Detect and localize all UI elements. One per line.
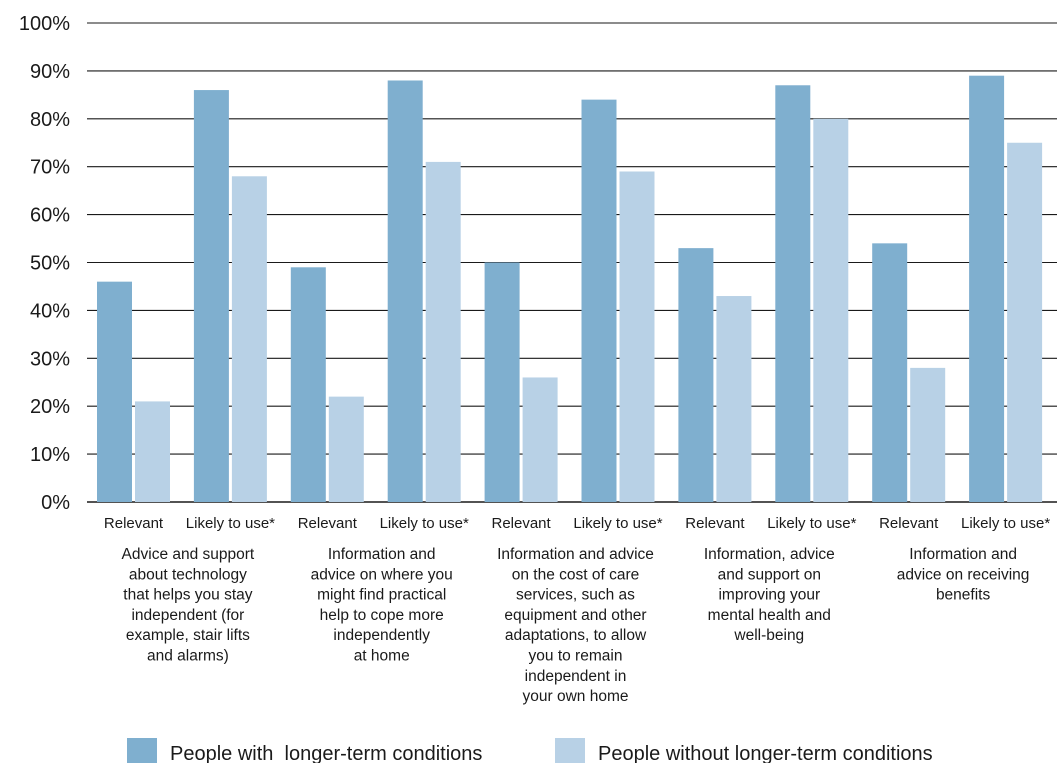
group-label-line: example, stair lifts	[126, 627, 250, 644]
group-label-line: Information and advice	[497, 546, 654, 563]
legend-swatch-without-conditions	[555, 738, 585, 763]
bar-with-conditions	[484, 262, 520, 502]
bar-without-conditions	[522, 377, 558, 502]
bar-without-conditions	[716, 296, 752, 502]
y-tick-label: 40%	[30, 300, 70, 322]
subcategory-label: Likely to use*	[573, 515, 662, 532]
group-label-line: your own home	[523, 688, 629, 705]
y-tick-label: 0%	[41, 492, 70, 514]
group-labels: Advice and support about technology that h…	[122, 546, 1030, 705]
group-label-line: on the cost of care	[512, 566, 640, 583]
subcategory-label: Relevant	[298, 515, 358, 532]
bar-with-conditions	[969, 75, 1005, 502]
subcategory-label: Relevant	[491, 515, 551, 532]
group-label-line: might find practical	[317, 587, 446, 604]
group-label-line: and alarms)	[147, 648, 229, 665]
subcategory-label: Likely to use*	[767, 515, 856, 532]
bar-without-conditions	[813, 118, 849, 503]
y-tick-label: 100%	[19, 13, 70, 35]
legend: People with longer-term conditions Peopl…	[127, 738, 933, 763]
group-label-line: advice on receiving	[897, 566, 1030, 583]
bars	[97, 75, 1043, 503]
subcategory-label: Relevant	[104, 515, 164, 532]
group-label-line: benefits	[936, 587, 991, 604]
group-label-line: improving your	[718, 587, 820, 604]
subcategory-label: Likely to use*	[961, 515, 1050, 532]
bar-with-conditions	[775, 85, 811, 503]
y-tick-label: 80%	[30, 109, 70, 131]
group-label-line: that helps you stay	[123, 587, 252, 604]
bar-with-conditions	[193, 90, 229, 502]
y-tick-label: 10%	[30, 444, 70, 466]
bar-with-conditions	[678, 248, 714, 502]
bar-without-conditions	[328, 396, 364, 502]
bar-without-conditions	[1007, 142, 1043, 502]
bar-without-conditions	[231, 176, 267, 502]
group-label-line: independent in	[525, 668, 627, 685]
legend-swatch-with-conditions	[127, 738, 157, 763]
group-label-line: independent (for	[131, 607, 244, 624]
y-tick-label: 50%	[30, 253, 70, 275]
group-label-line: Information and	[328, 546, 436, 563]
group-label-line: you to remain	[529, 648, 623, 665]
group-label-line: mental health and	[708, 607, 831, 624]
group-label-line: adaptations, to allow	[505, 627, 647, 644]
subcategory-label: Likely to use*	[186, 515, 275, 532]
group-label-line: services, such as	[516, 587, 635, 604]
group-label-line: advice on where you	[311, 566, 453, 583]
bar-without-conditions	[910, 367, 946, 502]
group-label-line: Advice and support	[122, 546, 255, 563]
group-label-line: Information and	[909, 546, 1017, 563]
bar-without-conditions	[425, 161, 461, 502]
bar-with-conditions	[581, 99, 617, 502]
legend-label-without-conditions: People without longer-term conditions	[598, 743, 933, 763]
y-tick-label: 90%	[30, 61, 70, 83]
bar-with-conditions	[290, 267, 326, 502]
group-label-line: well-being	[733, 627, 804, 644]
y-tick-label: 20%	[30, 396, 70, 418]
subcategory-labels: Relevant Likely to use* Relevant Likely to …	[104, 515, 1050, 532]
group-label-line: about technology	[129, 566, 247, 583]
bar-with-conditions	[97, 281, 132, 502]
group-label-line: independently	[333, 627, 430, 644]
bar-without-conditions	[619, 171, 655, 503]
subcategory-label: Relevant	[685, 515, 745, 532]
y-tick-label: 30%	[30, 348, 70, 370]
group-label-line: help to cope more	[320, 607, 444, 624]
group-label-line: at home	[354, 648, 410, 665]
y-tick-label: 70%	[30, 157, 70, 179]
group-label-line: Information, advice	[704, 546, 835, 563]
subcategory-label: Relevant	[879, 515, 939, 532]
group-label-line: and support on	[718, 566, 821, 583]
legend-label-with-conditions: People with longer-term conditions	[170, 743, 482, 763]
bar-with-conditions	[872, 243, 908, 502]
y-tick-label: 60%	[30, 205, 70, 227]
y-axis-tick-labels: 0% 10% 20% 30% 40% 50% 60% 70% 80% 90% 100%	[19, 13, 70, 514]
bar-without-conditions	[135, 401, 170, 502]
bar-with-conditions	[387, 80, 423, 502]
subcategory-label: Likely to use*	[380, 515, 469, 532]
group-label-line: equipment and other	[504, 607, 646, 624]
